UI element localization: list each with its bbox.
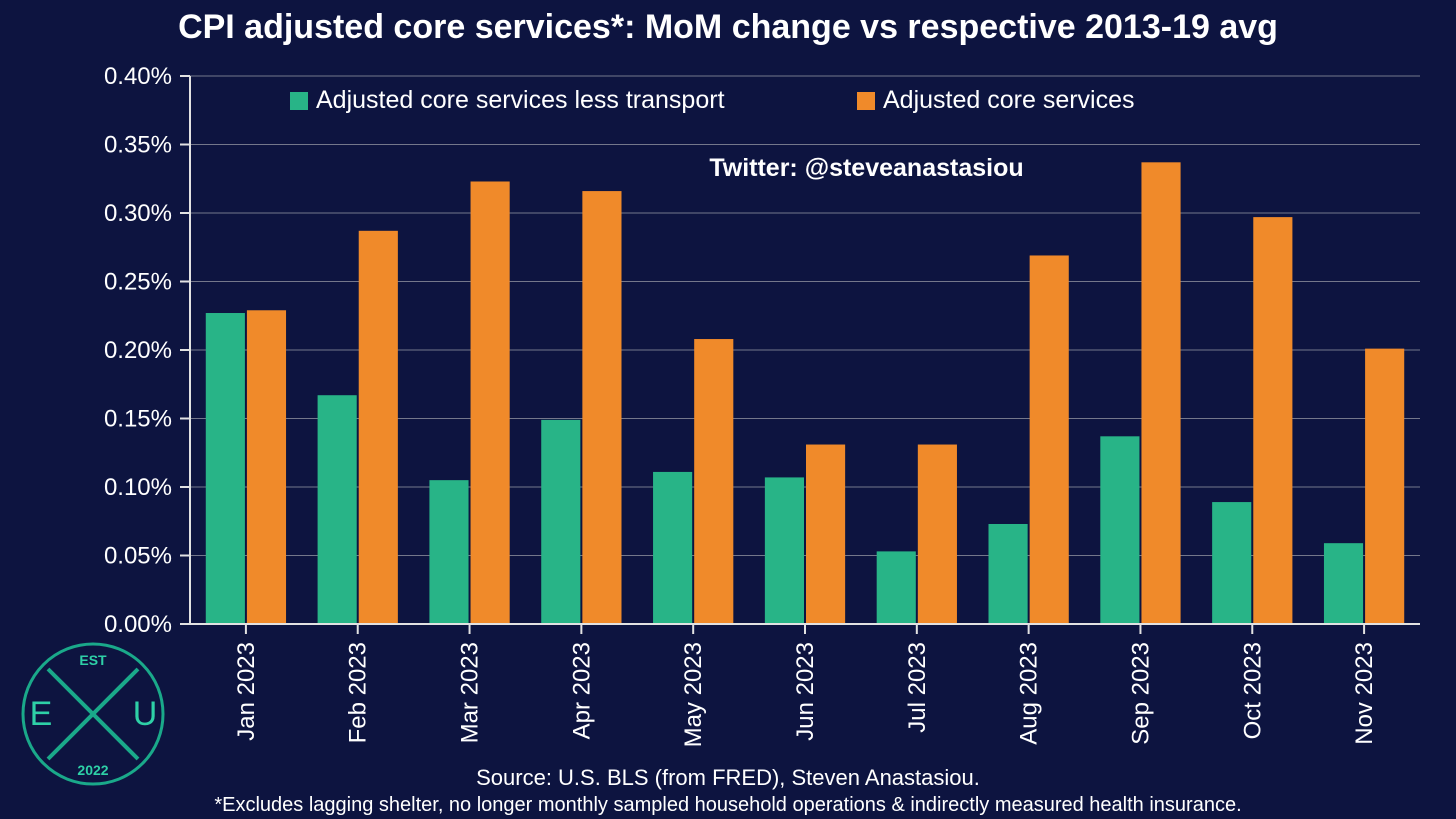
chart-container: 0.00% 0.05% 0.10% 0.15% 0.20% 0.25% 0.30% 0.35%… [0, 60, 1456, 760]
bar [247, 310, 286, 624]
x-tick-label: Nov 2023 [1351, 642, 1378, 745]
x-tick-label: Jun 2023 [792, 642, 819, 741]
bar-chart: 0.00% 0.05% 0.10% 0.15% 0.20% 0.25% 0.30% 0.35%… [0, 60, 1456, 760]
bar [1253, 217, 1292, 624]
y-tick-label: 0.15% [104, 406, 172, 433]
bar [1212, 502, 1251, 624]
y-tick-label: 0.40% [104, 63, 172, 90]
x-tick-label: Oct 2023 [1239, 642, 1266, 739]
bar [1100, 436, 1139, 624]
bar [989, 524, 1028, 624]
x-tick-label: Aug 2023 [1016, 642, 1043, 745]
legend-swatch [290, 92, 308, 110]
bar [471, 181, 510, 624]
bar [318, 395, 357, 624]
logo-year: 2022 [77, 762, 108, 778]
logo-est: EST [79, 652, 107, 668]
x-tick-label: Apr 2023 [568, 642, 595, 739]
y-tick-label: 0.10% [104, 474, 172, 501]
legend-swatch [857, 92, 875, 110]
bar [877, 551, 916, 624]
bar [1030, 255, 1069, 624]
y-tick-label: 0.00% [104, 611, 172, 638]
bar [653, 472, 692, 624]
bar [765, 477, 804, 624]
bar [1365, 349, 1404, 624]
x-tick-label: Jan 2023 [233, 642, 260, 741]
logo-e: E [30, 695, 53, 733]
legend-label: Adjusted core services less transport [316, 86, 725, 114]
x-tick-label: Sep 2023 [1127, 642, 1154, 745]
x-tick-label: May 2023 [680, 642, 707, 747]
bar [694, 339, 733, 624]
y-tick-label: 0.25% [104, 269, 172, 296]
y-tick-label: 0.20% [104, 337, 172, 364]
bar [806, 445, 845, 624]
bar [1141, 162, 1180, 624]
y-tick-label: 0.05% [104, 543, 172, 570]
twitter-handle: Twitter: @steveanastasiou [709, 154, 1023, 182]
bar [582, 191, 621, 624]
x-tick-label: Feb 2023 [345, 642, 372, 743]
x-tick-label: Mar 2023 [457, 642, 484, 743]
y-tick-label: 0.30% [104, 200, 172, 227]
bar [918, 445, 957, 624]
y-tick-label: 0.35% [104, 132, 172, 159]
source-line: Source: U.S. BLS (from FRED), Steven Ana… [0, 765, 1456, 791]
bar [429, 480, 468, 624]
chart-title: CPI adjusted core services*: MoM change … [0, 8, 1456, 47]
footnote-line: *Excludes lagging shelter, no longer mon… [0, 794, 1456, 817]
x-tick-label: Jul 2023 [904, 642, 931, 733]
bar [541, 420, 580, 624]
legend: Adjusted core services less transport Adj… [290, 86, 1135, 114]
logo-u: U [133, 695, 158, 733]
legend-label: Adjusted core services [883, 86, 1135, 114]
logo-badge: EST 2022 E U [18, 639, 168, 789]
bar [359, 231, 398, 624]
bar [206, 313, 245, 624]
bar [1324, 543, 1363, 624]
